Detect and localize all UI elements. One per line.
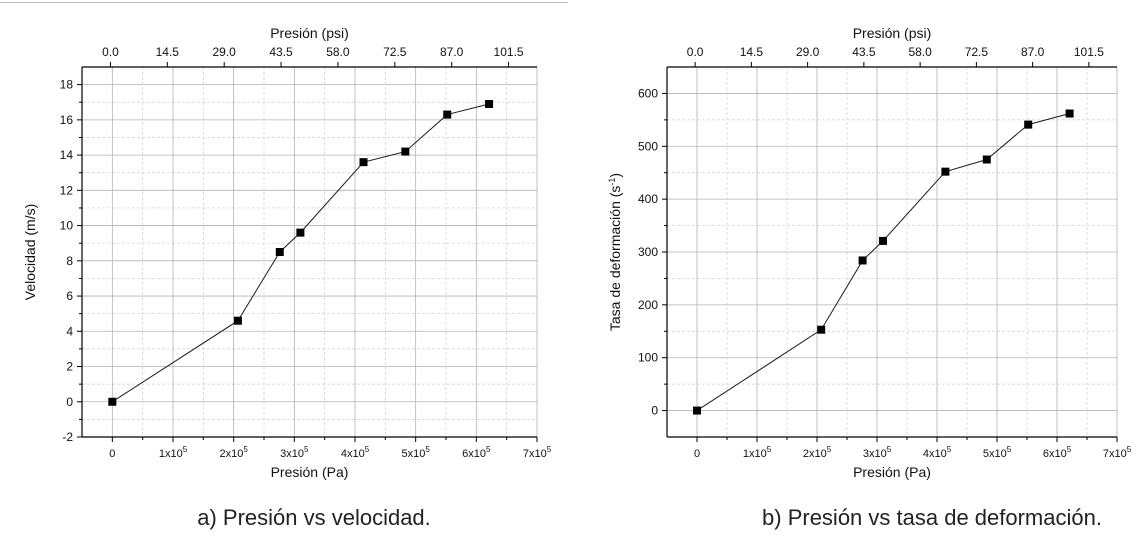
data-point xyxy=(941,167,950,176)
series-line xyxy=(696,113,1070,411)
x-tick-label: 2x105 xyxy=(220,445,249,460)
data-point xyxy=(817,325,826,334)
y-tick-label: 100 xyxy=(638,351,658,365)
y-tick-label: 600 xyxy=(638,86,658,100)
y-tick-label: 0 xyxy=(651,404,658,418)
x-tick-label: 4x105 xyxy=(923,445,952,460)
top-tick-label: 0.0 xyxy=(687,45,704,59)
x-tick-label: 0 xyxy=(109,448,115,460)
top-tick-label: 72.5 xyxy=(383,45,407,59)
top-tick-label: 101.5 xyxy=(1074,45,1104,59)
x-axis-title: Presión (Pa) xyxy=(271,464,349,480)
y-tick-label: -2 xyxy=(62,430,73,444)
x-tick-label: 5x105 xyxy=(402,445,431,460)
y-axis-title: Tasa de deformación (s-1) xyxy=(607,173,623,331)
data-point xyxy=(1065,109,1074,118)
data-point xyxy=(275,248,284,256)
x-tick-label: 7x105 xyxy=(1103,445,1132,460)
data-point xyxy=(858,256,867,265)
top-tick-label: 29.0 xyxy=(213,45,237,59)
top-axis-title: Presión (psi) xyxy=(270,25,349,41)
data-point xyxy=(108,397,117,406)
y-tick-label: 200 xyxy=(638,298,658,312)
x-tick-label: 0 xyxy=(694,448,700,460)
data-point xyxy=(879,236,887,245)
data-point xyxy=(1024,120,1033,129)
x-tick-label: 7x105 xyxy=(523,445,552,460)
top-tick-label: 0.0 xyxy=(102,45,119,59)
top-tick-label: 29.0 xyxy=(796,45,820,59)
data-point xyxy=(401,147,410,156)
caption-a: a) Presión vs velocidad. xyxy=(197,505,431,530)
data-point xyxy=(693,406,701,415)
y-tick-label: 8 xyxy=(66,254,73,268)
top-tick-label: 43.5 xyxy=(852,45,876,59)
x-tick-label: 2x105 xyxy=(803,445,832,460)
x-tick-label: 5x105 xyxy=(983,445,1012,460)
data-point xyxy=(359,158,368,167)
y-tick-label: 0 xyxy=(66,395,73,409)
y-tick-label: 14 xyxy=(60,148,74,162)
y-tick-label: 2 xyxy=(66,360,73,374)
top-tick-label: 58.0 xyxy=(908,45,932,59)
series-line xyxy=(112,103,490,403)
y-tick-label: 300 xyxy=(638,245,658,259)
x-tick-label: 6x105 xyxy=(462,445,491,460)
y-tick-label: 4 xyxy=(66,324,73,338)
top-tick-label: 43.5 xyxy=(269,45,293,59)
top-tick-label: 72.5 xyxy=(965,45,989,59)
x-tick-label: 6x105 xyxy=(1043,445,1072,460)
data-point xyxy=(485,100,494,108)
top-tick-label: 58.0 xyxy=(326,45,350,59)
y-tick-label: 16 xyxy=(60,113,74,127)
y-tick-label: 12 xyxy=(60,183,74,197)
top-tick-label: 101.5 xyxy=(494,45,524,59)
top-tick-label: 14.5 xyxy=(156,45,180,59)
grid xyxy=(667,67,1118,437)
x-tick-label: 1x105 xyxy=(159,445,188,460)
data-point xyxy=(982,155,991,164)
data-point xyxy=(296,228,305,237)
x-axis-title: Presión (Pa) xyxy=(853,464,931,480)
top-axis-title: Presión (psi) xyxy=(853,25,932,41)
y-tick-label: 400 xyxy=(638,192,658,206)
top-tick-label: 87.0 xyxy=(1021,45,1045,59)
top-tick-label: 14.5 xyxy=(740,45,764,59)
x-tick-label: 3x105 xyxy=(863,445,892,460)
y-tick-label: 18 xyxy=(60,78,74,92)
y-tick-label: 10 xyxy=(60,219,74,233)
x-tick-label: 1x105 xyxy=(743,445,772,460)
top-rule xyxy=(0,2,568,3)
data-point xyxy=(233,316,242,325)
y-tick-label: 6 xyxy=(66,289,73,303)
grid xyxy=(82,67,538,438)
y-tick-label: 500 xyxy=(638,139,658,153)
data-point xyxy=(443,110,452,119)
top-tick-label: 87.0 xyxy=(440,45,464,59)
caption-b: b) Presión vs tasa de deformación. xyxy=(762,505,1102,530)
y-axis-title: Velocidad (m/s) xyxy=(22,204,38,300)
x-tick-label: 4x105 xyxy=(341,445,370,460)
x-tick-label: 3x105 xyxy=(280,445,309,460)
